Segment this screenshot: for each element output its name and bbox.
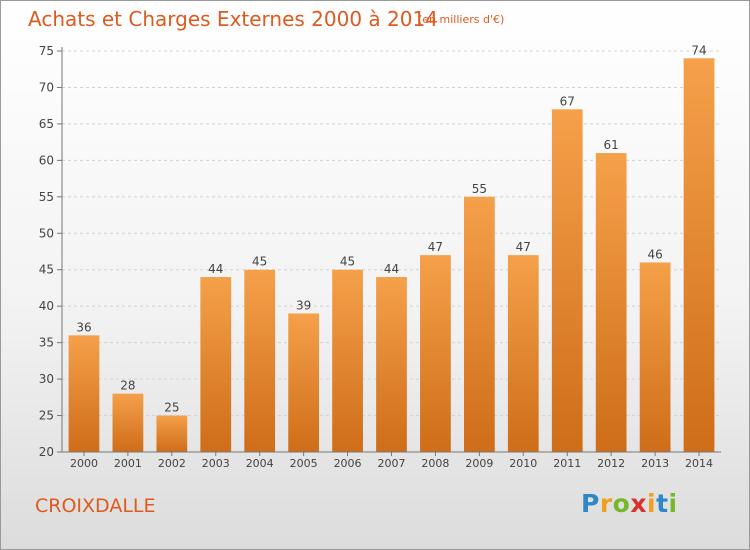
bar [463,196,495,452]
logo-letter: r [599,489,613,518]
x-tick-label: 2000 [70,457,98,470]
x-tick-label: 2003 [202,457,230,470]
x-tick-label: 2014 [685,457,713,470]
y-tick-label: 45 [39,263,54,277]
y-tick-label: 75 [39,44,54,58]
y-tick-label: 55 [39,190,54,204]
bar [200,277,232,452]
bar-value-label: 46 [647,247,662,261]
logo-letter: i [647,489,657,518]
logo-letter: i [668,489,678,518]
x-tick-label: 2007 [378,457,406,470]
y-tick-label: 50 [39,226,54,240]
y-tick-label: 35 [39,336,54,350]
y-tick-label: 30 [39,372,54,386]
bar-value-label: 25 [164,401,179,415]
axes: 20 25 30 35 40 45 50 55 60 65 70 75 2000 2001 2002 2003… [39,44,721,470]
bar [639,262,671,452]
x-tick-label: 2005 [290,457,318,470]
bar [683,58,715,453]
logo-letter: P [581,489,600,518]
bar [244,269,276,452]
bar-value-label: 67 [560,94,575,108]
bar-value-label: 39 [296,298,311,312]
bar [507,255,539,452]
y-tick-label: 25 [39,409,54,423]
chart-title: Achats et Charges Externes 2000 à 2014 [28,7,438,31]
bar [595,153,627,452]
bar-value-label: 45 [340,255,355,269]
bar-value-label: 55 [472,182,487,196]
y-tick-label: 70 [39,80,54,94]
bar-value-label: 44 [384,262,399,276]
bar-value-label: 44 [208,262,223,276]
x-tick-label: 2011 [553,457,581,470]
bar-value-label: 36 [76,320,91,334]
bar-value-label: 28 [120,379,135,393]
bar-value-label: 45 [252,255,267,269]
x-tick-label: 2006 [334,457,362,470]
bar [420,255,451,452]
y-tick-label: 60 [39,153,54,167]
proxiti-logo: Proxiti [581,489,678,518]
x-tick-label: 2004 [246,457,274,470]
bar-value-label: 61 [604,138,619,152]
bars: 36 28 25 44 45 39 45 44 47 55 47 67 61 46 74 [68,43,715,453]
location-label: CROIXDALLE [35,495,156,517]
bar-value-label: 74 [691,43,706,57]
x-tick-label: 2009 [465,457,493,470]
y-tick-label: 20 [39,445,54,459]
x-tick-label: 2001 [114,457,142,470]
x-tick-label: 2013 [641,457,669,470]
x-tick-label: 2012 [597,457,625,470]
logo-letter: t [656,489,669,518]
bar-value-label: 47 [428,240,443,254]
bar [551,109,583,452]
bar [376,277,407,452]
logo-letter: o [612,489,631,518]
logo-letter: x [630,489,647,518]
bar [288,313,320,452]
bar [156,415,188,452]
bar [68,335,100,452]
x-tick-label: 2002 [158,457,186,470]
y-tick-label: 40 [39,299,54,313]
bar [112,393,144,452]
x-tick-label: 2008 [421,457,449,470]
chart-subtitle: (en milliers d'€) [418,13,505,26]
x-tick-label: 2010 [509,457,537,470]
bar-value-label: 47 [516,240,531,254]
y-tick-label: 65 [39,117,54,131]
bar [332,269,363,452]
